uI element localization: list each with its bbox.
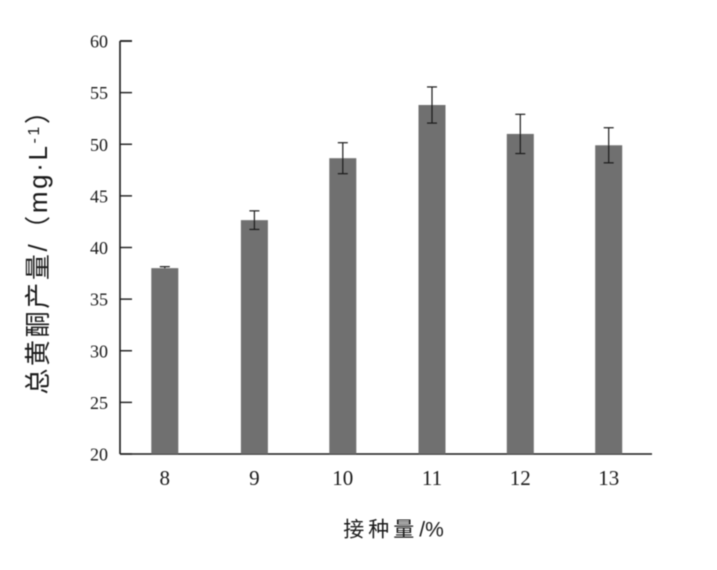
svg-text:20: 20 [90, 445, 108, 465]
svg-text:11: 11 [422, 466, 442, 490]
svg-text:8: 8 [160, 466, 171, 490]
svg-text:接种量/%: 接种量/% [343, 519, 444, 542]
svg-text:9: 9 [249, 466, 260, 490]
svg-text:40: 40 [90, 238, 108, 258]
svg-text:10: 10 [332, 466, 353, 490]
svg-text:60: 60 [90, 32, 108, 52]
svg-text:50: 50 [90, 135, 108, 155]
svg-text:55: 55 [90, 83, 108, 103]
svg-text:12: 12 [510, 466, 531, 490]
svg-text:25: 25 [90, 393, 108, 413]
svg-text:45: 45 [90, 186, 108, 206]
svg-text:30: 30 [90, 341, 108, 361]
svg-text:35: 35 [90, 290, 108, 310]
svg-text:总黄酮产量/（mg·L-1）: 总黄酮产量/（mg·L-1） [23, 95, 53, 394]
svg-text:13: 13 [598, 466, 619, 490]
